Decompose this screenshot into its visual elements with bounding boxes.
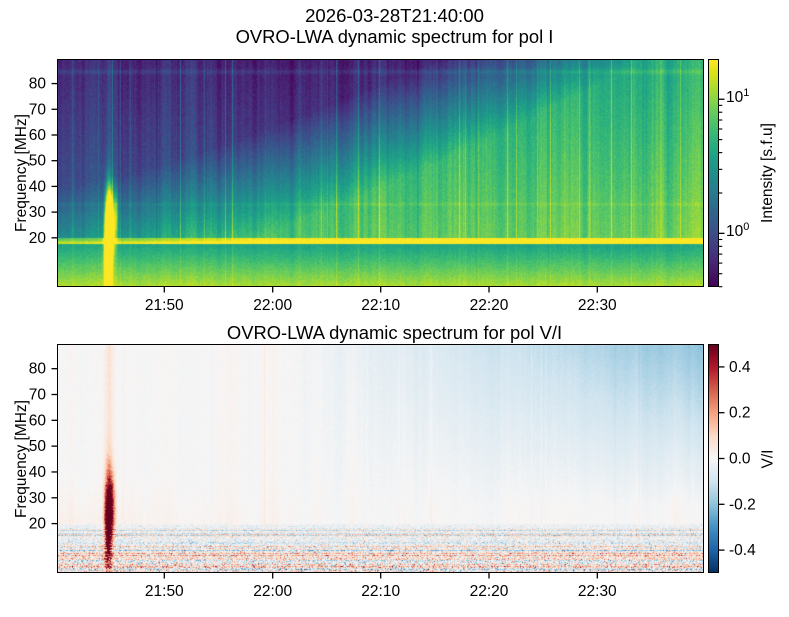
svg-text:-0.2: -0.2 [729,496,756,513]
svg-text:22:20: 22:20 [470,297,509,314]
svg-text:0.4: 0.4 [729,359,751,376]
svg-text:22:10: 22:10 [361,583,400,600]
svg-text:21:50: 21:50 [145,583,184,600]
svg-text:21:50: 21:50 [145,297,184,314]
svg-text:0.0: 0.0 [729,451,751,468]
svg-text:22:10: 22:10 [361,297,400,314]
svg-text:22:30: 22:30 [578,297,617,314]
svg-text:22:30: 22:30 [578,583,617,600]
svg-text:22:20: 22:20 [470,583,509,600]
svg-text:22:00: 22:00 [253,297,292,314]
svg-text:-0.4: -0.4 [729,542,756,559]
svg-text:0.2: 0.2 [729,405,751,422]
svg-text:22:00: 22:00 [253,583,292,600]
